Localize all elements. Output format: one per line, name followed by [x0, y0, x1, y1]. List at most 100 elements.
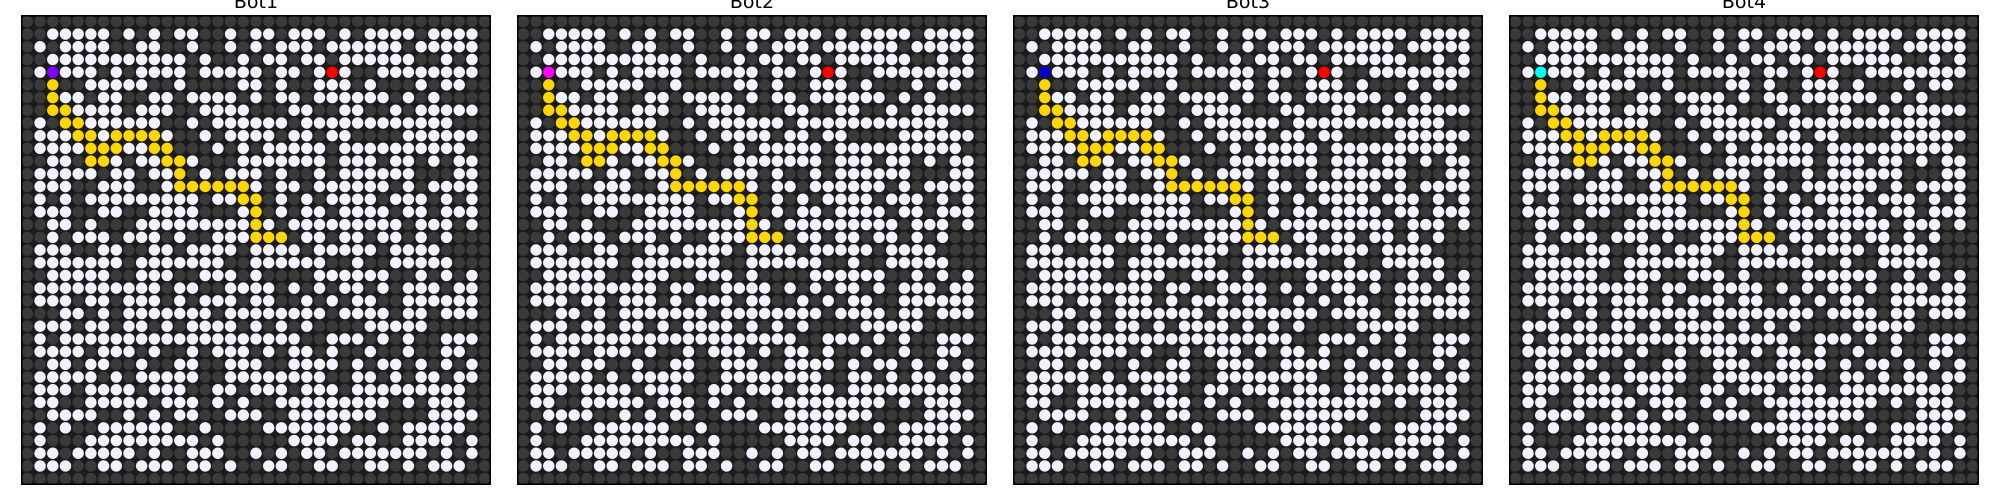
blocked-cell — [898, 231, 911, 244]
blocked-cell — [1903, 53, 1915, 66]
blocked-cell — [670, 472, 682, 485]
open-cell — [568, 66, 580, 78]
open-cell — [1560, 41, 1572, 53]
blocked-cell — [911, 15, 923, 28]
blocked-cell — [1763, 269, 1776, 282]
blocked-cell — [1852, 231, 1865, 244]
open-cell — [1039, 409, 1051, 421]
path-cell — [237, 193, 250, 205]
blocked-cell — [415, 53, 427, 66]
blocked-cell — [1966, 129, 1979, 142]
open-cell — [708, 345, 720, 358]
open-cell — [771, 320, 784, 332]
blocked-cell — [1407, 180, 1419, 193]
open-cell — [1293, 320, 1305, 332]
open-cell — [822, 244, 834, 256]
open-cell — [364, 91, 377, 104]
open-cell — [390, 66, 402, 78]
blocked-cell — [784, 79, 796, 91]
blocked-cell — [1509, 206, 1522, 218]
blocked-cell — [135, 447, 148, 459]
blocked-cell — [364, 231, 377, 244]
blocked-cell — [1280, 447, 1292, 459]
blocked-cell — [1115, 218, 1127, 231]
open-cell — [1051, 66, 1064, 78]
open-cell — [555, 91, 568, 104]
grid-frame — [21, 15, 491, 485]
open-cell — [631, 256, 644, 269]
blocked-cell — [581, 460, 593, 472]
blocked-cell — [135, 472, 148, 485]
blocked-cell — [351, 320, 364, 332]
blocked-cell — [822, 28, 834, 40]
blocked-cell — [313, 129, 326, 142]
open-cell — [1229, 231, 1242, 244]
open-cell — [581, 447, 593, 459]
blocked-cell — [478, 434, 491, 447]
blocked-cell — [581, 345, 593, 358]
open-cell — [1560, 142, 1572, 155]
open-cell — [847, 53, 860, 66]
open-cell — [186, 460, 199, 472]
open-cell — [161, 384, 173, 396]
open-cell — [174, 358, 186, 371]
open-cell — [364, 460, 377, 472]
blocked-cell — [72, 180, 84, 193]
blocked-cell — [771, 295, 784, 307]
blocked-cell — [1102, 231, 1114, 244]
open-cell — [440, 256, 453, 269]
open-cell — [1267, 180, 1280, 193]
open-cell — [873, 117, 885, 129]
blocked-cell — [72, 193, 84, 205]
open-cell — [72, 104, 84, 116]
open-cell — [1039, 396, 1051, 409]
open-cell — [1623, 307, 1636, 320]
open-cell — [313, 384, 326, 396]
open-cell — [936, 231, 949, 244]
blocked-cell — [186, 66, 199, 78]
open-cell — [1903, 282, 1915, 294]
blocked-cell — [262, 447, 275, 459]
blocked-cell — [886, 282, 898, 294]
open-cell — [250, 91, 262, 104]
open-cell — [720, 320, 733, 332]
blocked-cell — [835, 460, 847, 472]
path-cell — [1535, 104, 1547, 116]
open-cell — [123, 168, 135, 180]
blocked-cell — [1356, 282, 1369, 294]
open-cell — [59, 307, 72, 320]
open-cell — [326, 41, 338, 53]
blocked-cell — [1890, 79, 1903, 91]
open-cell — [568, 282, 580, 294]
open-cell — [351, 91, 364, 104]
open-cell — [746, 66, 758, 78]
blocked-cell — [466, 15, 478, 28]
blocked-cell — [453, 15, 465, 28]
open-cell — [161, 396, 173, 409]
open-cell — [1573, 66, 1585, 78]
blocked-cell — [288, 168, 300, 180]
open-cell — [1827, 218, 1839, 231]
open-cell — [860, 396, 873, 409]
open-cell — [1839, 91, 1852, 104]
open-cell — [1039, 295, 1051, 307]
open-cell — [847, 269, 860, 282]
open-cell — [962, 409, 974, 421]
open-cell — [1432, 104, 1445, 116]
blocked-cell — [110, 472, 122, 485]
open-cell — [390, 117, 402, 129]
blocked-cell — [1127, 15, 1140, 28]
blocked-cell — [34, 307, 46, 320]
blocked-cell — [1470, 396, 1483, 409]
open-cell — [1547, 282, 1560, 294]
blocked-cell — [733, 244, 746, 256]
open-cell — [1458, 28, 1470, 40]
blocked-cell — [1458, 422, 1470, 434]
open-cell — [110, 447, 122, 459]
open-cell — [174, 193, 186, 205]
blocked-cell — [733, 295, 746, 307]
blocked-cell — [1750, 104, 1763, 116]
open-cell — [288, 333, 300, 345]
open-cell — [682, 282, 695, 294]
open-cell — [47, 409, 59, 421]
